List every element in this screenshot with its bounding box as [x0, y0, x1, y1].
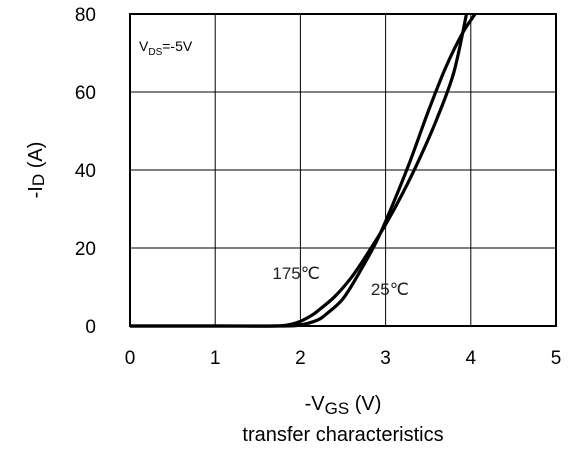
x-tick-label-1: 1 [210, 348, 221, 369]
curve-label-1: 25℃ [371, 280, 409, 299]
curve-annotations: 175℃ 25℃ [272, 264, 408, 299]
condition-label: VDS=-5V [139, 38, 193, 58]
x-tick-label-2: 2 [295, 348, 306, 369]
curve-label-0: 175℃ [272, 264, 319, 283]
y-axis-label: -ID (A) [25, 142, 48, 199]
y-tick-label-2: 40 [75, 161, 96, 182]
x-tick-labels: 0 1 2 3 4 5 [125, 348, 562, 369]
y-tick-label-3: 60 [75, 83, 96, 104]
chart-caption: transfer characteristics [242, 424, 443, 446]
x-axis-label: -VGS (V) [305, 393, 382, 418]
x-tick-label-5: 5 [551, 348, 562, 369]
y-tick-labels: 0 20 40 60 80 [75, 5, 96, 338]
y-tick-label-1: 20 [75, 239, 96, 260]
grid-lines [129, 13, 557, 327]
x-tick-label-0: 0 [125, 348, 136, 369]
x-tick-label-3: 3 [380, 348, 391, 369]
plot-frame [129, 13, 557, 327]
y-tick-label-0: 0 [85, 317, 96, 338]
x-tick-label-4: 4 [466, 348, 477, 369]
y-tick-label-4: 80 [75, 5, 96, 26]
